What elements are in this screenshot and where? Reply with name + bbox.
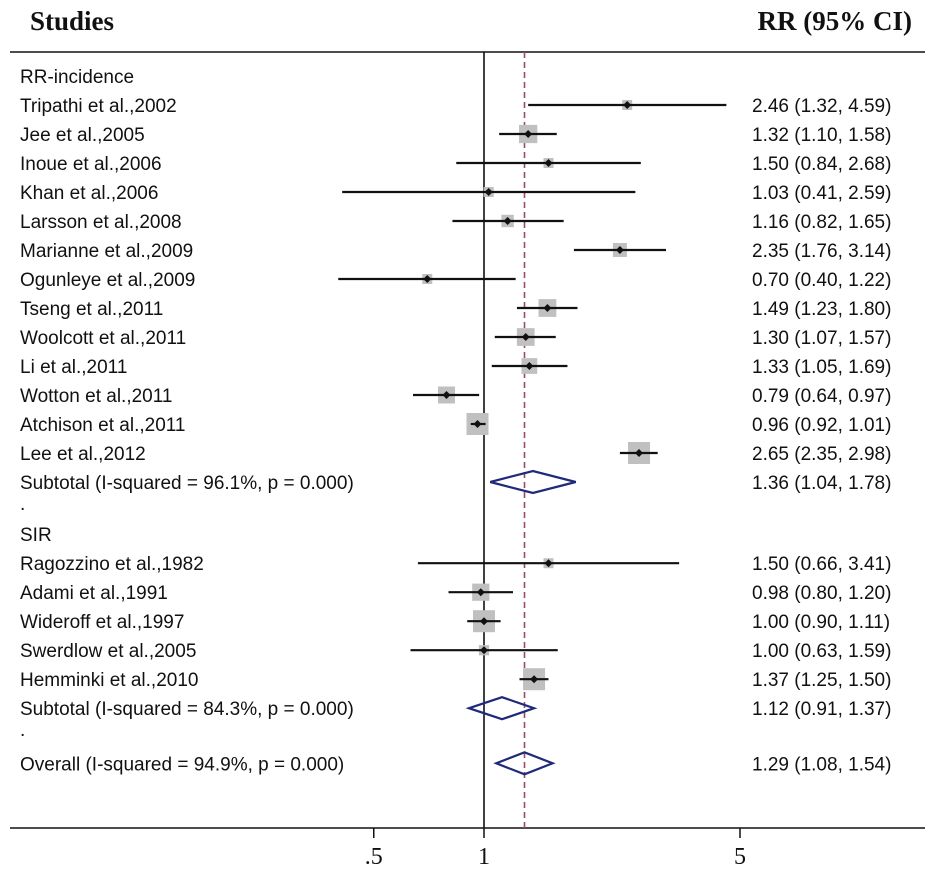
study-label: Marianne et al.,2009	[20, 241, 193, 262]
study-label: Wideroff et al.,1997	[20, 612, 184, 633]
study-rr-value: 1.50 (0.84, 2.68)	[752, 154, 891, 175]
study-point-estimate	[524, 130, 533, 138]
study-rr-value: 0.96 (0.92, 1.01)	[752, 415, 891, 436]
study-rr-value: 1.03 (0.41, 2.59)	[752, 183, 891, 204]
study-point-estimate	[521, 333, 530, 341]
study-label: Ragozzino et al.,1982	[20, 554, 204, 575]
study-label: Swerdlow et al.,2005	[20, 641, 196, 662]
subtotal-diamond	[465, 696, 538, 721]
study-rr-value: 1.00 (0.90, 1.11)	[752, 612, 890, 633]
study-point-estimate	[544, 159, 553, 167]
study-point-estimate	[623, 101, 632, 109]
study-rr-value: 1.33 (1.05, 1.69)	[752, 357, 891, 378]
study-rr-value: 2.35 (1.76, 3.14)	[752, 241, 891, 262]
x-tick-label: 1	[478, 844, 490, 870]
study-point-estimate	[476, 588, 485, 597]
study-label: Tripathi et al.,2002	[20, 96, 177, 117]
study-rr-value: 1.49 (1.23, 1.80)	[752, 299, 891, 320]
subtotal-rr-value: 1.12 (0.91, 1.37)	[752, 699, 891, 720]
study-label: Lee et al.,2012	[20, 444, 146, 465]
study-label: Woolcott et al.,2011	[20, 328, 186, 349]
x-axis-ticks: .5 1 5	[365, 828, 746, 870]
studies-header: Studies	[30, 6, 114, 36]
study-label: Tseng et al.,2011	[20, 299, 163, 320]
study-point-estimate	[503, 217, 512, 225]
group-label: RR-incidence	[20, 67, 134, 88]
group-label: SIR	[20, 525, 52, 546]
study-point-estimate	[423, 275, 432, 283]
subtotal-label: Subtotal (I-squared = 96.1%, p = 0.000)	[20, 473, 354, 494]
study-rr-value: 1.32 (1.10, 1.58)	[752, 125, 891, 146]
study-label: Ogunleye et al.,2009	[20, 270, 195, 291]
subtotal-rr-value: 1.36 (1.04, 1.78)	[752, 473, 891, 494]
study-label: Larsson et al.,2008	[20, 212, 182, 233]
study-point-estimate	[530, 675, 539, 684]
overall-rr-value: 1.29 (1.08, 1.54)	[752, 754, 891, 775]
study-rr-value: 0.79 (0.64, 0.97)	[752, 386, 891, 407]
study-rr-value: 1.00 (0.63, 1.59)	[752, 641, 891, 662]
study-rr-value: 0.98 (0.80, 1.20)	[752, 583, 891, 604]
study-point-estimate	[442, 391, 451, 399]
study-label: Wotton et al.,2011	[20, 386, 172, 407]
study-label: Khan et al.,2006	[20, 183, 158, 204]
study-rr-value: 1.50 (0.66, 3.41)	[752, 554, 891, 575]
study-rr-value: 1.30 (1.07, 1.57)	[752, 328, 891, 349]
spacer-dot: .	[20, 720, 25, 741]
study-point-estimate	[544, 559, 553, 568]
study-label: Jee et al.,2005	[20, 125, 145, 146]
study-label: Atchison et al.,2011	[20, 415, 185, 436]
study-point-estimate	[615, 246, 624, 254]
overall-label: Overall (I-squared = 94.9%, p = 0.000)	[20, 754, 344, 775]
study-point-estimate	[543, 304, 552, 312]
study-point-estimate	[635, 449, 644, 457]
study-label: Adami et al.,1991	[20, 583, 168, 604]
study-rr-value: 1.37 (1.25, 1.50)	[752, 670, 891, 691]
spacer-dot: .	[20, 494, 25, 515]
forest-rows: RR-incidence Tripathi et al.,2002 2.46 (1.…	[20, 52, 891, 828]
study-point-estimate	[480, 646, 488, 655]
study-label: Li et al.,2011	[20, 357, 127, 378]
study-point-estimate	[525, 362, 534, 370]
study-point-estimate	[484, 188, 493, 196]
overall-diamond	[493, 751, 556, 776]
x-tick-label: 5	[734, 844, 746, 870]
study-point-estimate	[473, 420, 482, 428]
study-rr-value: 1.16 (0.82, 1.65)	[752, 212, 891, 233]
subtotal-label: Subtotal (I-squared = 84.3%, p = 0.000)	[20, 699, 354, 720]
study-label: Hemminki et al.,2010	[20, 670, 198, 691]
study-rr-value: 2.65 (2.35, 2.98)	[752, 444, 891, 465]
study-rr-value: 0.70 (0.40, 1.22)	[752, 270, 891, 291]
study-label: Inoue et al.,2006	[20, 154, 162, 175]
x-tick-label: .5	[365, 844, 383, 870]
subtotal-diamond	[489, 469, 576, 495]
effect-header: RR (95% CI)	[758, 6, 913, 36]
study-point-estimate	[480, 617, 488, 626]
study-rr-value: 2.46 (1.32, 4.59)	[752, 96, 891, 117]
